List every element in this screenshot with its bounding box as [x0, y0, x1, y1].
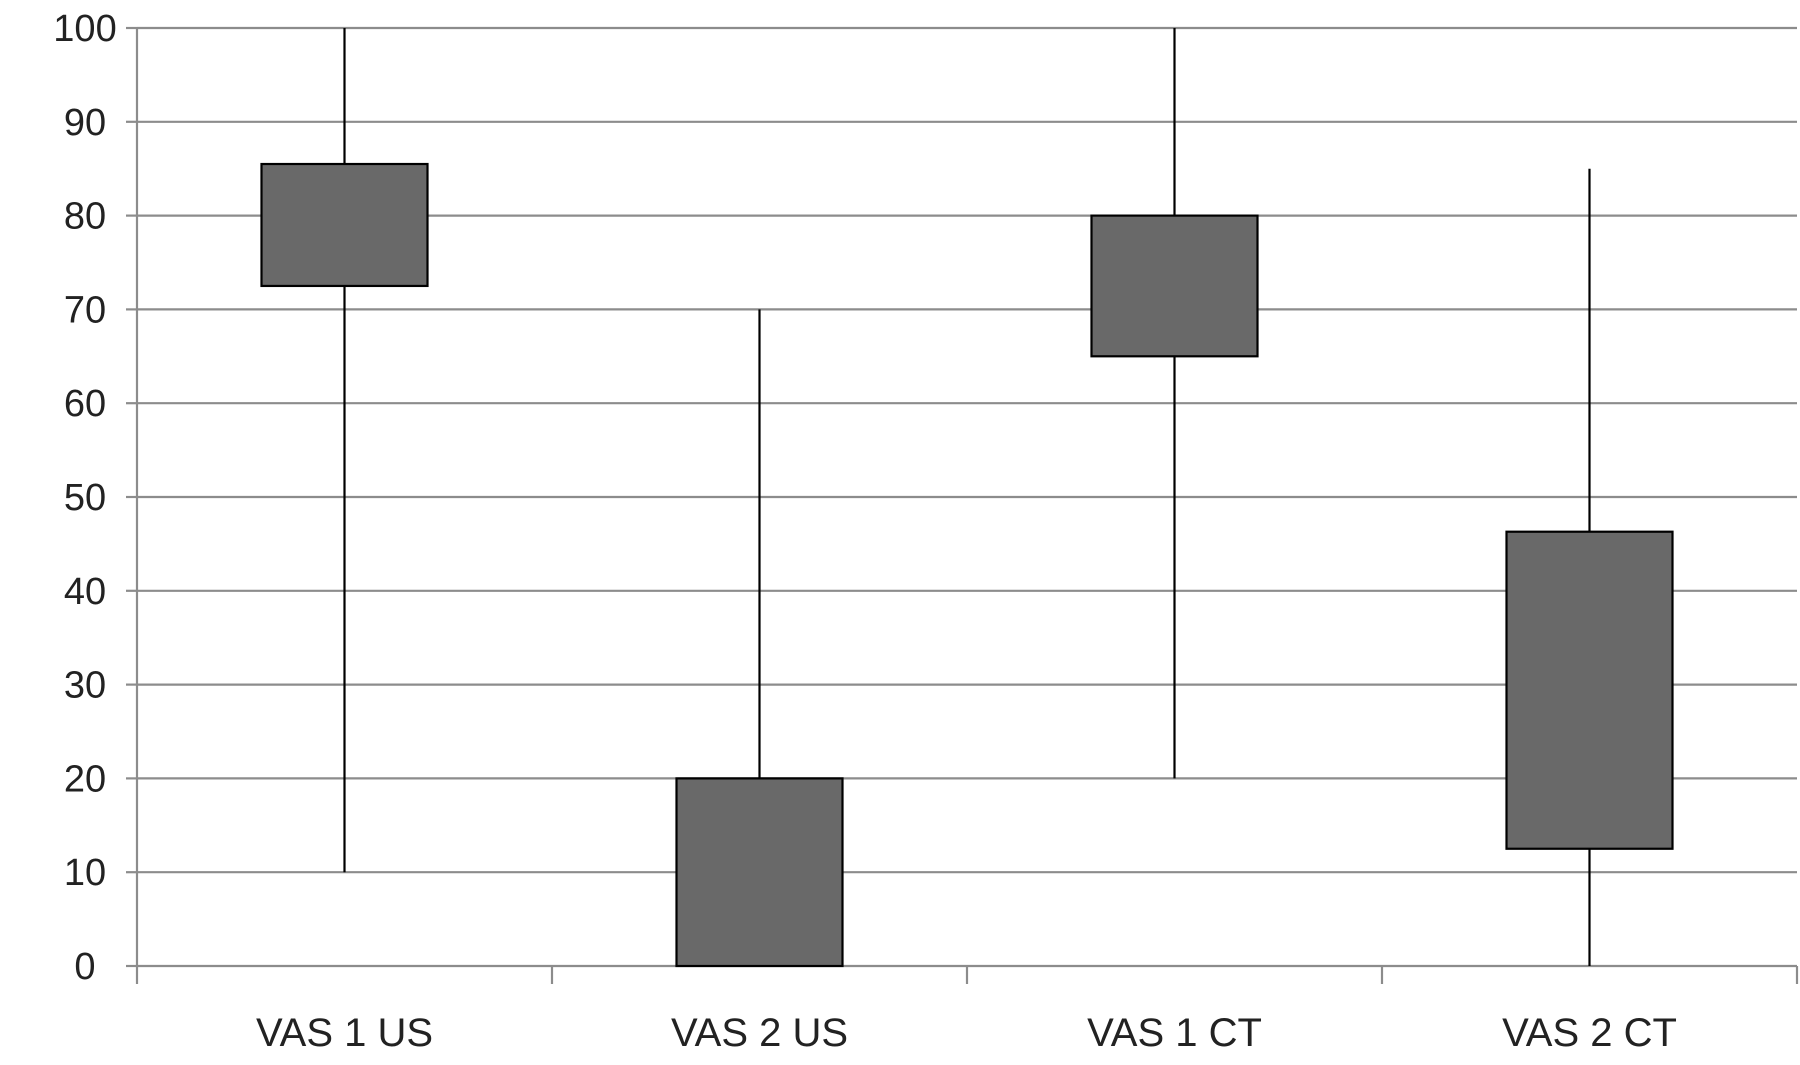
y-tick-label: 20 — [64, 758, 106, 800]
x-category-label: VAS 1 US — [256, 1011, 433, 1055]
boxes — [260, 162, 1674, 968]
x-category-labels: VAS 1 US VAS 2 US VAS 1 CT VAS 2 CT — [256, 1011, 1677, 1055]
y-tick-label: 50 — [64, 477, 106, 519]
box-vas-2-ct — [1505, 530, 1674, 850]
x-category-label: VAS 2 CT — [1502, 1011, 1677, 1055]
x-category-label: VAS 2 US — [671, 1011, 848, 1055]
box-vas-2-us — [675, 777, 844, 968]
y-tick-labels: 0 10 20 30 40 50 60 70 80 90 100 — [53, 8, 116, 988]
y-tick-label: 100 — [53, 8, 116, 50]
axes — [126, 26, 1799, 984]
y-tick-label: 0 — [74, 946, 95, 988]
y-tick-label: 30 — [64, 665, 106, 707]
y-tick-label: 10 — [64, 852, 106, 894]
y-tick-label: 80 — [64, 196, 106, 238]
y-tick-label: 40 — [64, 571, 106, 613]
x-category-label: VAS 1 CT — [1087, 1011, 1262, 1055]
y-tick-label: 70 — [64, 289, 106, 331]
box-vas-1-ct — [1090, 214, 1259, 358]
box-vas-1-us — [260, 162, 429, 288]
gridlines — [137, 26, 1797, 874]
y-tick-label: 60 — [64, 383, 106, 425]
y-tick-label: 90 — [64, 102, 106, 144]
